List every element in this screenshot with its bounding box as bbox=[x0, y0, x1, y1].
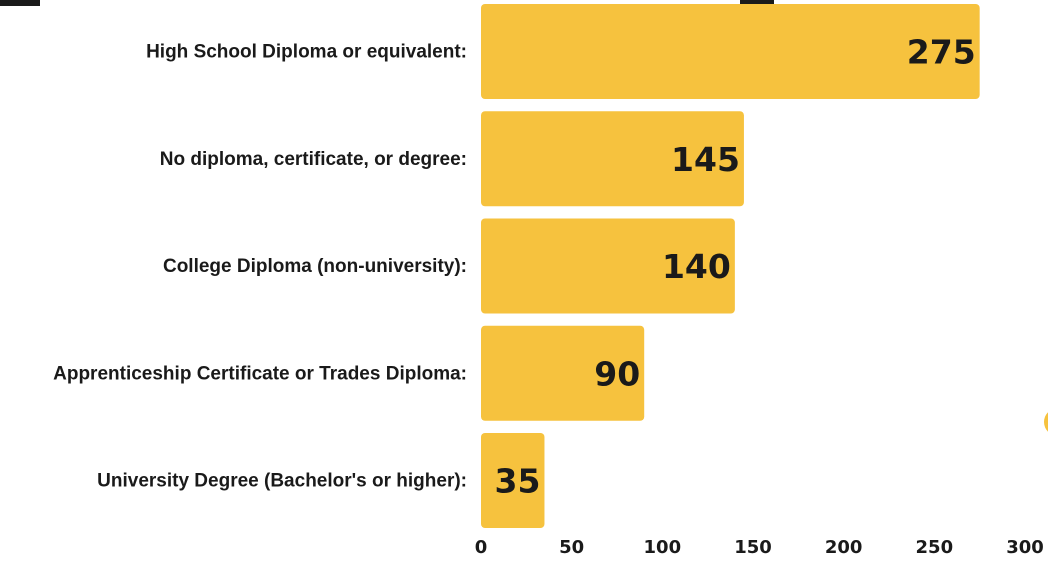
category-label: High School Diploma or equivalent: bbox=[146, 42, 467, 63]
x-tick-label: 250 bbox=[916, 537, 954, 558]
x-tick-label: 100 bbox=[644, 537, 682, 558]
x-tick-label: 200 bbox=[825, 537, 863, 558]
x-tick-label: 50 bbox=[559, 537, 584, 558]
bars-group bbox=[481, 4, 980, 528]
value-labels-group: 275 145 140 90 35 bbox=[495, 33, 976, 501]
x-tick-label: 300 bbox=[1006, 537, 1044, 558]
decorative-circle bbox=[1044, 412, 1048, 432]
x-tick-label: 150 bbox=[734, 537, 772, 558]
bar bbox=[481, 218, 735, 314]
bar-value-label: 140 bbox=[662, 247, 731, 286]
clipped-title-remnant bbox=[0, 0, 774, 6]
bar-value-label: 90 bbox=[594, 354, 640, 393]
bar bbox=[481, 325, 645, 421]
category-label: University Degree (Bachelor's or higher)… bbox=[97, 471, 467, 492]
bar bbox=[481, 4, 980, 99]
category-label: No diploma, certificate, or degree: bbox=[160, 149, 467, 170]
bar-value-label: 275 bbox=[907, 33, 976, 72]
x-tick-label: 0 bbox=[475, 537, 488, 558]
category-labels-group: High School Diploma or equivalent: No dip… bbox=[53, 42, 467, 492]
bar-value-label: 145 bbox=[671, 140, 740, 179]
category-label: College Diploma (non-university): bbox=[163, 256, 467, 277]
category-label: Apprenticeship Certificate or Trades Dip… bbox=[53, 363, 467, 384]
bar-value-label: 35 bbox=[495, 462, 541, 501]
bar bbox=[481, 433, 545, 528]
bar bbox=[481, 111, 744, 207]
x-axis: 0 50 100 150 200 250 300 bbox=[475, 537, 1044, 558]
